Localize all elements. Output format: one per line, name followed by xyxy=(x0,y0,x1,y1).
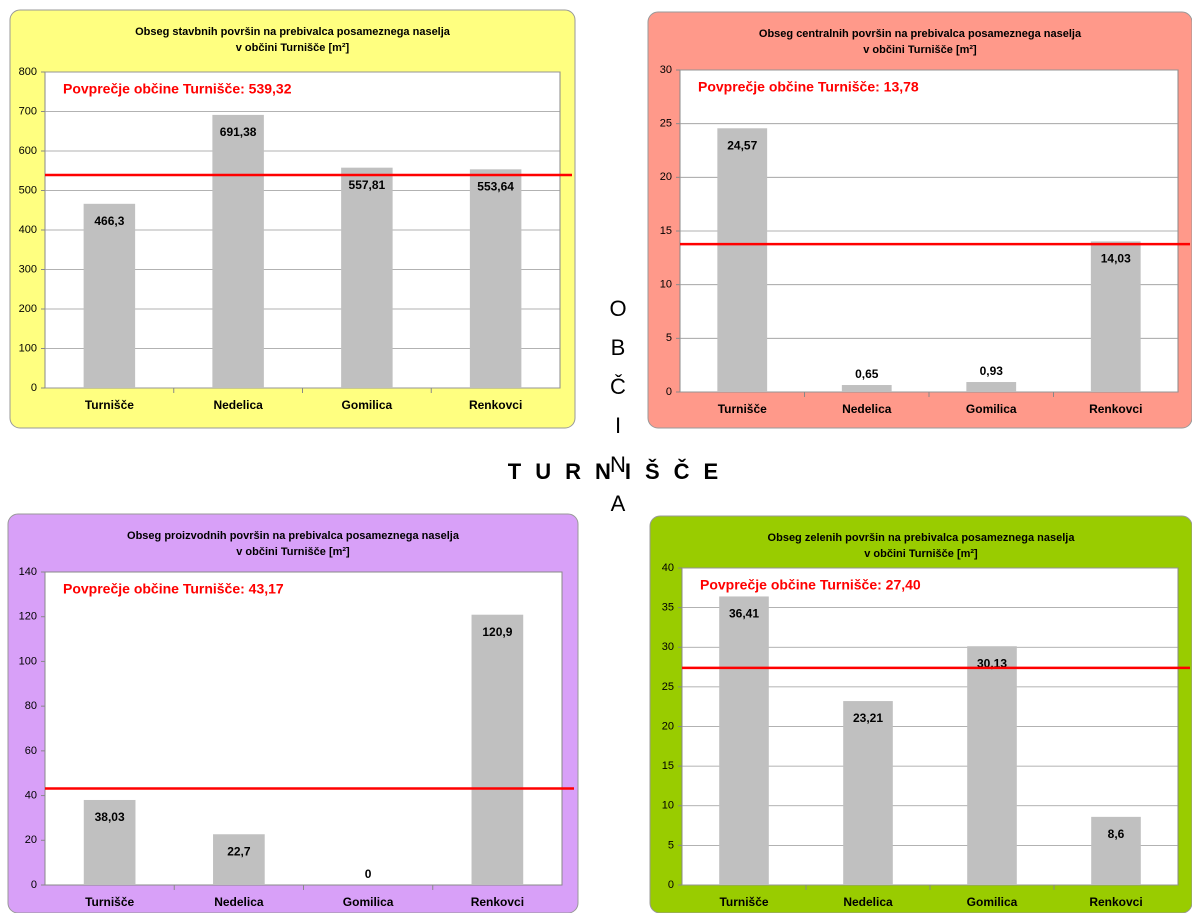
y-tick-label: 10 xyxy=(660,279,672,291)
x-tick-label: Gomilica xyxy=(966,402,1017,416)
y-tick-label: 800 xyxy=(19,66,37,78)
chart-title: Obseg stavbnih površin na prebivalca pos… xyxy=(135,26,451,38)
x-tick-label: Nedelica xyxy=(843,895,893,909)
center-horizontal: TURNIŠČE xyxy=(508,459,732,484)
bar xyxy=(83,203,136,388)
y-tick-label: 100 xyxy=(19,342,37,354)
data-label: 691,38 xyxy=(220,125,257,139)
bar xyxy=(966,382,1017,392)
chart-title: Obseg centralnih površin na prebivalca p… xyxy=(759,28,1082,40)
bar xyxy=(469,169,522,388)
chart-title: Obseg zelenih površin na prebivalca posa… xyxy=(768,532,1076,544)
data-label: 8,6 xyxy=(1108,827,1125,841)
data-label: 466,3 xyxy=(94,214,124,228)
y-tick-label: 40 xyxy=(25,789,37,801)
y-tick-label: 15 xyxy=(662,760,674,772)
average-label: Povprečje občine Turnišče: 43,17 xyxy=(63,581,284,597)
y-tick-label: 30 xyxy=(662,641,674,653)
y-tick-label: 140 xyxy=(19,566,37,578)
y-tick-label: 400 xyxy=(19,224,37,236)
x-tick-label: Gomilica xyxy=(967,895,1018,909)
y-tick-label: 0 xyxy=(31,382,37,394)
data-label: 24,57 xyxy=(727,138,757,152)
y-tick-label: 35 xyxy=(662,602,674,614)
x-tick-label: Nedelica xyxy=(214,895,264,909)
x-tick-label: Nedelica xyxy=(213,398,263,412)
y-tick-label: 600 xyxy=(19,145,37,157)
bar xyxy=(719,596,769,885)
data-label: 120,9 xyxy=(482,625,512,639)
y-tick-label: 5 xyxy=(668,839,674,851)
chart-title: v občini Turnišče [m²] xyxy=(236,42,350,54)
chart-title: v občini Turnišče [m²] xyxy=(863,44,977,56)
y-tick-label: 200 xyxy=(19,303,37,315)
data-label: 38,03 xyxy=(95,810,125,824)
data-label: 23,21 xyxy=(853,711,883,725)
y-tick-label: 25 xyxy=(662,681,674,693)
y-tick-label: 20 xyxy=(25,834,37,846)
y-tick-label: 0 xyxy=(31,879,37,891)
y-tick-label: 25 xyxy=(660,118,672,130)
bar xyxy=(841,385,892,392)
x-tick-label: Renkovci xyxy=(469,398,522,412)
x-tick-label: Gomilica xyxy=(342,398,393,412)
data-label: 22,7 xyxy=(227,844,251,858)
bar xyxy=(1090,241,1141,392)
y-tick-label: 120 xyxy=(19,611,37,623)
data-label: 36,41 xyxy=(729,607,759,621)
average-label: Povprečje občine Turnišče: 539,32 xyxy=(63,81,292,97)
y-tick-label: 0 xyxy=(666,386,672,398)
bar xyxy=(471,614,524,885)
x-tick-label: Turnišče xyxy=(719,895,768,909)
y-tick-label: 40 xyxy=(662,562,674,574)
bar xyxy=(212,114,264,388)
data-label: 553,64 xyxy=(477,179,514,193)
x-tick-label: Gomilica xyxy=(343,895,394,909)
y-tick-label: 60 xyxy=(25,745,37,757)
y-tick-label: 100 xyxy=(19,655,37,667)
bar xyxy=(717,128,768,393)
x-tick-label: Renkovci xyxy=(471,895,524,909)
x-tick-label: Renkovci xyxy=(1089,895,1142,909)
y-tick-label: 20 xyxy=(662,720,674,732)
x-tick-label: Turnišče xyxy=(85,895,134,909)
bar xyxy=(213,834,265,885)
y-tick-label: 500 xyxy=(19,184,37,196)
data-label: 0,93 xyxy=(980,364,1004,378)
bar xyxy=(967,646,1017,885)
data-label: 557,81 xyxy=(349,178,386,192)
bar xyxy=(843,701,893,885)
x-tick-label: Renkovci xyxy=(1089,402,1142,416)
data-label: 14,03 xyxy=(1101,252,1131,266)
center-vertical: OBČINA xyxy=(606,296,631,530)
chart-title: Obseg proizvodnih površin na prebivalca … xyxy=(127,530,460,542)
x-tick-label: Turnišče xyxy=(718,402,767,416)
y-tick-label: 0 xyxy=(668,879,674,891)
y-tick-label: 700 xyxy=(19,105,37,117)
y-tick-label: 80 xyxy=(25,700,37,712)
bar xyxy=(1091,816,1141,885)
x-tick-label: Turnišče xyxy=(85,398,134,412)
chart-title: v občini Turnišče [m²] xyxy=(236,546,350,558)
average-label: Povprečje občine Turnišče: 13,78 xyxy=(698,79,919,95)
y-tick-label: 10 xyxy=(662,800,674,812)
bar xyxy=(341,167,393,388)
y-tick-label: 5 xyxy=(666,332,672,344)
y-tick-label: 15 xyxy=(660,225,672,237)
bar xyxy=(83,799,136,885)
chart-title: v občini Turnišče [m²] xyxy=(864,548,978,560)
y-tick-label: 20 xyxy=(660,171,672,183)
y-tick-label: 300 xyxy=(19,263,37,275)
x-tick-label: Nedelica xyxy=(842,402,892,416)
average-label: Povprečje občine Turnišče: 27,40 xyxy=(700,577,921,593)
y-tick-label: 30 xyxy=(660,64,672,76)
data-label: 0 xyxy=(365,867,372,881)
data-label: 0,65 xyxy=(855,367,879,381)
